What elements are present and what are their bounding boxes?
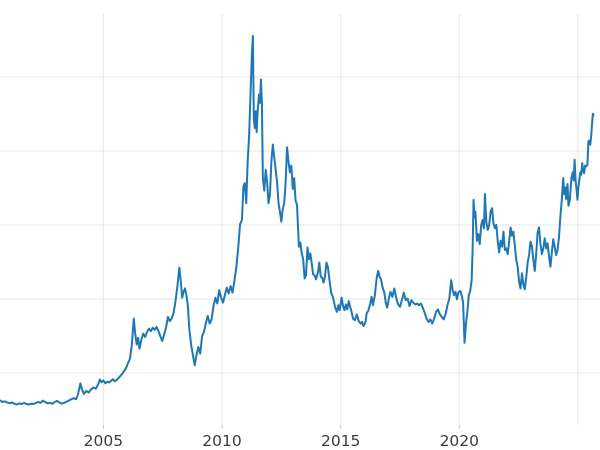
x-tick-label-2020: 2020	[440, 432, 479, 450]
horizontal-gridlines	[0, 76, 600, 374]
x-tick-label-2005: 2005	[84, 432, 123, 450]
x-tick-label-2010: 2010	[202, 432, 241, 450]
x-axis-tick-labels: 2005 2010 2015 2020	[84, 432, 479, 450]
price-line-series	[0, 35, 595, 406]
x-tick-label-2015: 2015	[321, 432, 360, 450]
x-axis-tick-marks	[102, 425, 460, 429]
vertical-gridlines	[102, 14, 579, 425]
